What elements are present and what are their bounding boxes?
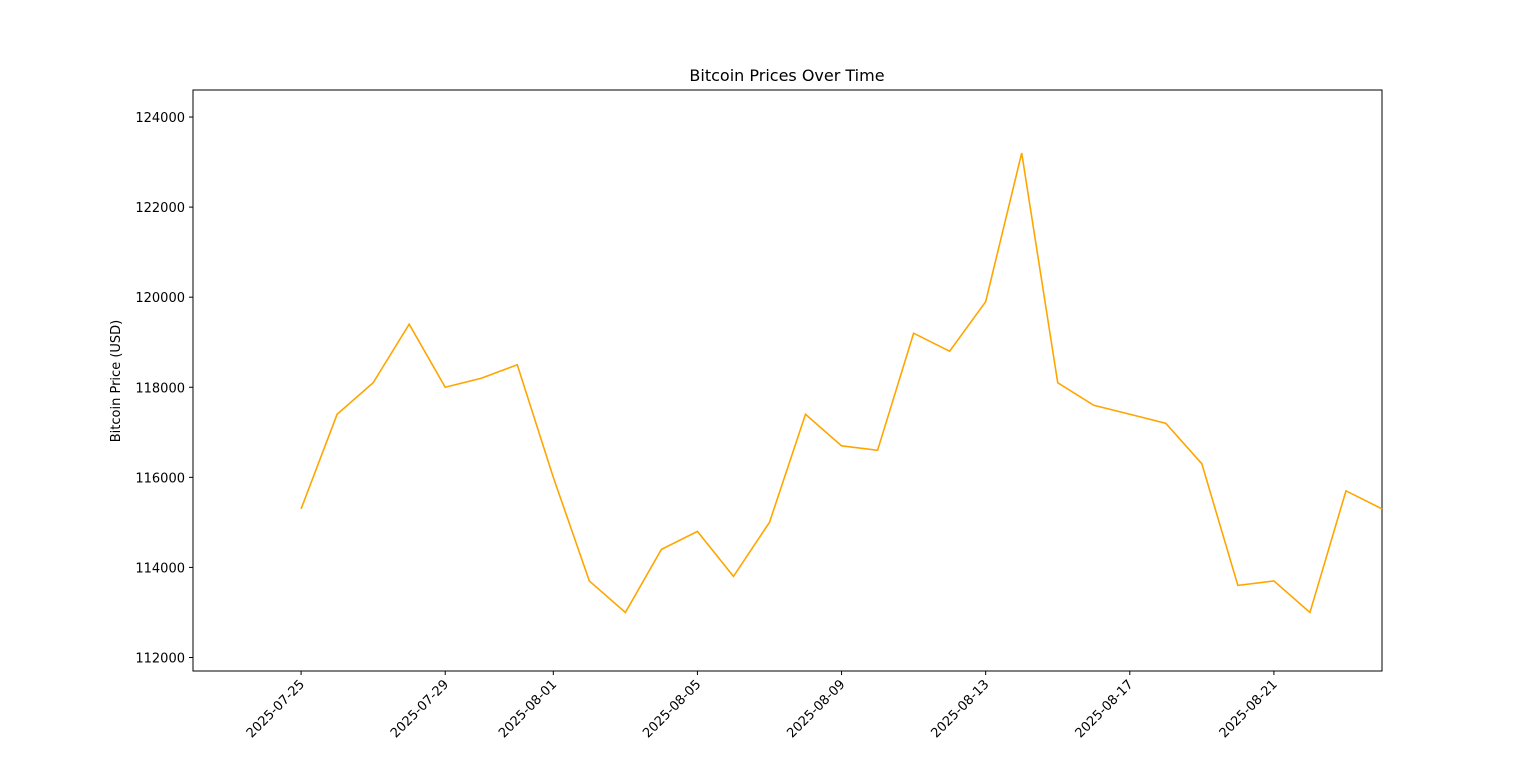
y-tick-label: 124000 [135, 111, 185, 126]
y-tick-label: 114000 [135, 561, 185, 576]
y-tick-label: 116000 [135, 471, 185, 486]
x-tick-label: 2025-08-17 [1073, 677, 1137, 741]
x-tick-label: 2025-08-09 [784, 677, 848, 741]
x-tick-label: 2025-08-01 [496, 677, 560, 741]
y-tick-label: 112000 [135, 651, 185, 666]
x-tick-label: 2025-07-29 [388, 677, 452, 741]
y-tick-label: 120000 [135, 291, 185, 306]
y-axis-label: Bitcoin Price (USD) [109, 320, 124, 442]
x-tick-label: 2025-07-25 [244, 677, 308, 741]
price-line [300, 152, 1383, 614]
chart-title: Bitcoin Prices Over Time [689, 66, 884, 85]
plot-frame [192, 89, 1383, 672]
x-tick-label: 2025-08-13 [928, 677, 992, 741]
y-tick-label: 118000 [135, 381, 185, 396]
x-tick-label: 2025-08-21 [1217, 677, 1281, 741]
y-tick-label: 122000 [135, 201, 185, 216]
x-tick-label: 2025-08-05 [640, 677, 704, 741]
